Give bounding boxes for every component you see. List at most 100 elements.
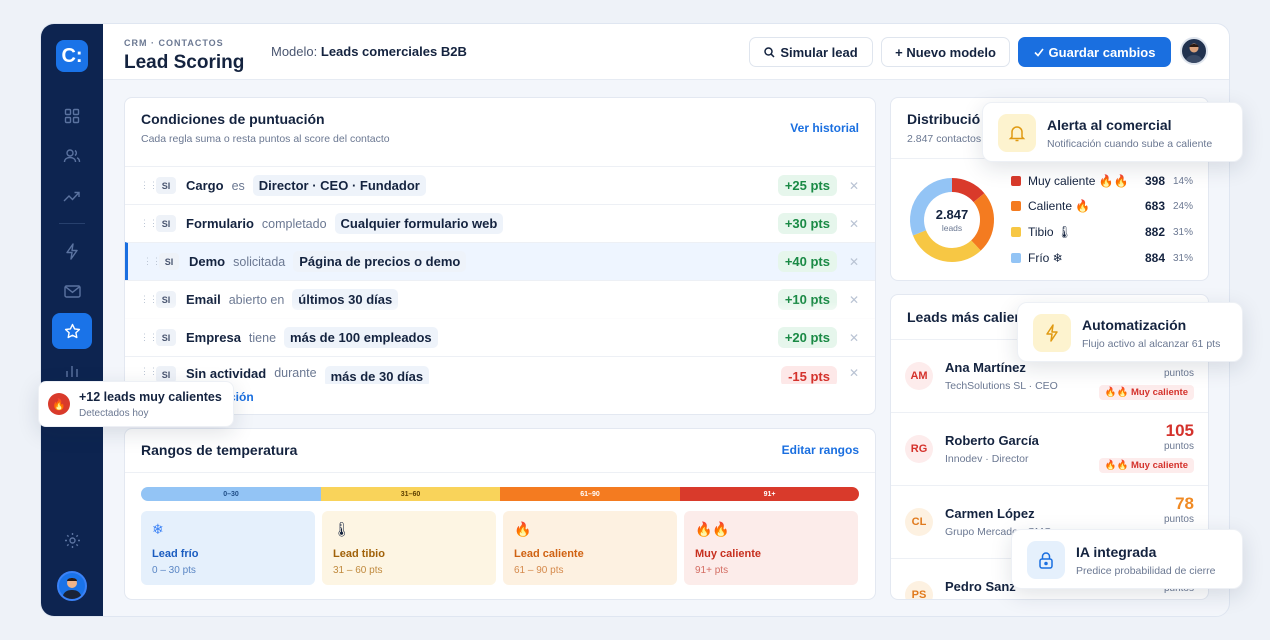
- dashboard-icon[interactable]: [52, 98, 92, 134]
- legend-warm: Tibio 🌡 882 31%: [1011, 225, 1193, 239]
- alert-float-card[interactable]: Alerta al comercial Notificación cuando …: [982, 102, 1243, 162]
- rule-tag: SI: [156, 329, 176, 346]
- toast-notification[interactable]: 🔥 +12 leads muy calientes Detectados hoy: [38, 381, 234, 427]
- rule-points: +25 pts: [777, 175, 837, 196]
- ai-subtitle: Predice probabilidad de cierre: [1076, 565, 1216, 577]
- legend-count: 398: [1144, 174, 1165, 188]
- rule-points: +20 pts: [777, 327, 837, 348]
- lead-row[interactable]: AM Ana Martínez TechSolutions SL · CEO p…: [891, 339, 1208, 412]
- breadcrumb[interactable]: CRM · CONTACTOS: [124, 38, 224, 48]
- ai-float-card[interactable]: IA integrada Predice probabilidad de cie…: [1011, 529, 1243, 589]
- rule-row[interactable]: ⋮⋮ SI Formulario completado Cualquier formul…: [125, 204, 875, 242]
- fire-icon: 🔥: [48, 393, 70, 415]
- drag-handle-icon[interactable]: ⋮⋮: [143, 256, 161, 266]
- legend-pct: 14%: [1172, 175, 1193, 187]
- legend-hot: Caliente 🔥 683 24%: [1011, 199, 1193, 213]
- alert-title: Alerta al comercial: [1047, 117, 1172, 133]
- user-avatar[interactable]: [1180, 37, 1208, 65]
- legend-swatch: [1011, 253, 1021, 263]
- star-icon[interactable]: [52, 313, 92, 349]
- range-bar-cold: 0–30: [141, 487, 321, 501]
- model-selector[interactable]: Modelo: Leads comerciales B2B: [271, 44, 467, 59]
- range-card-warm[interactable]: 🌡 Lead tibio 31 – 60 pts: [322, 511, 496, 585]
- rule-row[interactable]: ⋮⋮ SI Empresa tiene más de 100 empleados +20 …: [125, 318, 875, 356]
- automation-float-card[interactable]: Automatización Flujo activo al alcanzar …: [1017, 302, 1243, 362]
- mail-icon[interactable]: [52, 273, 92, 309]
- settings-icon[interactable]: [52, 522, 92, 558]
- drag-handle-icon[interactable]: ⋮⋮: [140, 366, 158, 376]
- range-name: Lead frío: [152, 548, 199, 560]
- edit-ranges-link[interactable]: Editar rangos: [781, 443, 859, 457]
- drag-handle-icon[interactable]: ⋮⋮: [140, 218, 158, 228]
- rule-operator: tiene: [248, 330, 277, 345]
- add-condition-link[interactable]: ción: [229, 390, 254, 404]
- toast-title: +12 leads muy calientes: [79, 390, 222, 404]
- lead-score: 78: [1175, 494, 1194, 513]
- rule-field: Sin actividad: [186, 366, 267, 381]
- sidebar-avatar[interactable]: [57, 571, 87, 601]
- legend-label: Frío ❄: [1028, 251, 1063, 265]
- trend-icon[interactable]: [52, 178, 92, 214]
- donut-slice: [910, 178, 953, 236]
- automation-title: Automatización: [1082, 317, 1187, 333]
- history-link[interactable]: Ver historial: [790, 121, 859, 135]
- rule-value[interactable]: más de 100 empleados: [284, 327, 438, 348]
- conditions-title: Condiciones de puntuación: [141, 111, 325, 127]
- rule-tag: SI: [156, 215, 176, 232]
- rule-tag: SI: [156, 366, 176, 383]
- remove-rule-icon[interactable]: ✕: [848, 216, 859, 231]
- lead-points-label: puntos: [1163, 368, 1194, 379]
- new-model-button[interactable]: + Nuevo modelo: [881, 37, 1010, 67]
- lead-badge: 🔥🔥 Muy caliente: [1098, 458, 1194, 473]
- range-card-hot[interactable]: 🔥 Lead caliente 61 – 90 pts: [503, 511, 677, 585]
- app-logo[interactable]: C:: [56, 40, 88, 72]
- legend-swatch: [1011, 227, 1021, 237]
- users-icon[interactable]: [52, 138, 92, 174]
- search-icon: [764, 46, 775, 58]
- simulate-lead-button[interactable]: Simular lead: [749, 37, 873, 67]
- remove-rule-icon[interactable]: ✕: [848, 330, 859, 345]
- rule-points: -15 pts: [781, 366, 837, 384]
- snowflake-icon: ❄: [152, 521, 164, 537]
- rule-field: Empresa: [186, 330, 241, 345]
- rule-row[interactable]: ⋮⋮ SI Sin actividad durante más de 30 días -1…: [125, 356, 875, 384]
- rule-value[interactable]: Director · CEO · Fundador: [252, 175, 426, 196]
- top-header: CRM · CONTACTOS Lead Scoring Modelo: Lea…: [103, 24, 1229, 80]
- range-value: 31 – 60 pts: [333, 565, 383, 576]
- rule-field: Cargo: [186, 178, 224, 193]
- legend-pct: 31%: [1172, 252, 1193, 264]
- donut-total-label: leads: [941, 223, 963, 233]
- rule-row[interactable]: ⋮⋮ SI Cargo es Director · CEO · Fundador +25 …: [125, 166, 875, 204]
- range-card-cold[interactable]: ❄ Lead frío 0 – 30 pts: [141, 511, 315, 585]
- legend-swatch: [1011, 176, 1021, 186]
- donut-slice: [951, 178, 985, 203]
- lead-row[interactable]: RG Roberto García Innodev · Director 105…: [891, 412, 1208, 485]
- rule-operator: es: [231, 178, 245, 193]
- conditions-subtitle: Cada regla suma o resta puntos al score …: [141, 133, 390, 145]
- lead-avatar: AM: [905, 362, 933, 390]
- rule-value[interactable]: Página de precios o demo: [293, 251, 467, 272]
- rule-row[interactable]: ⋮⋮ SI Demo solicitada Página de precios o de…: [125, 242, 875, 280]
- bolt-icon[interactable]: [52, 233, 92, 269]
- lead-name: Roberto García: [945, 433, 1039, 448]
- donut-slice: [970, 193, 994, 251]
- alert-subtitle: Notificación cuando sube a caliente: [1047, 138, 1213, 150]
- range-card-very-hot[interactable]: 🔥🔥 Muy caliente 91+ pts: [684, 511, 858, 585]
- rule-points: +30 pts: [777, 213, 837, 234]
- drag-handle-icon[interactable]: ⋮⋮: [140, 294, 158, 304]
- rule-value[interactable]: Cualquier formulario web: [334, 213, 504, 234]
- remove-rule-icon[interactable]: ✕: [848, 366, 859, 380]
- double-fire-icon: 🔥🔥: [695, 521, 730, 537]
- lead-points-label: puntos: [1163, 514, 1194, 525]
- remove-rule-icon[interactable]: ✕: [848, 254, 859, 269]
- rule-field: Demo: [189, 254, 226, 269]
- remove-rule-icon[interactable]: ✕: [848, 178, 859, 193]
- drag-handle-icon[interactable]: ⋮⋮: [140, 180, 158, 190]
- remove-rule-icon[interactable]: ✕: [848, 292, 859, 307]
- rule-value[interactable]: más de 30 días: [324, 366, 430, 384]
- drag-handle-icon[interactable]: ⋮⋮: [140, 332, 158, 342]
- save-changes-button[interactable]: Guardar cambios: [1018, 37, 1171, 67]
- range-value: 61 – 90 pts: [514, 565, 564, 576]
- chart-icon[interactable]: [52, 353, 92, 389]
- range-name: Lead tibio: [333, 548, 385, 560]
